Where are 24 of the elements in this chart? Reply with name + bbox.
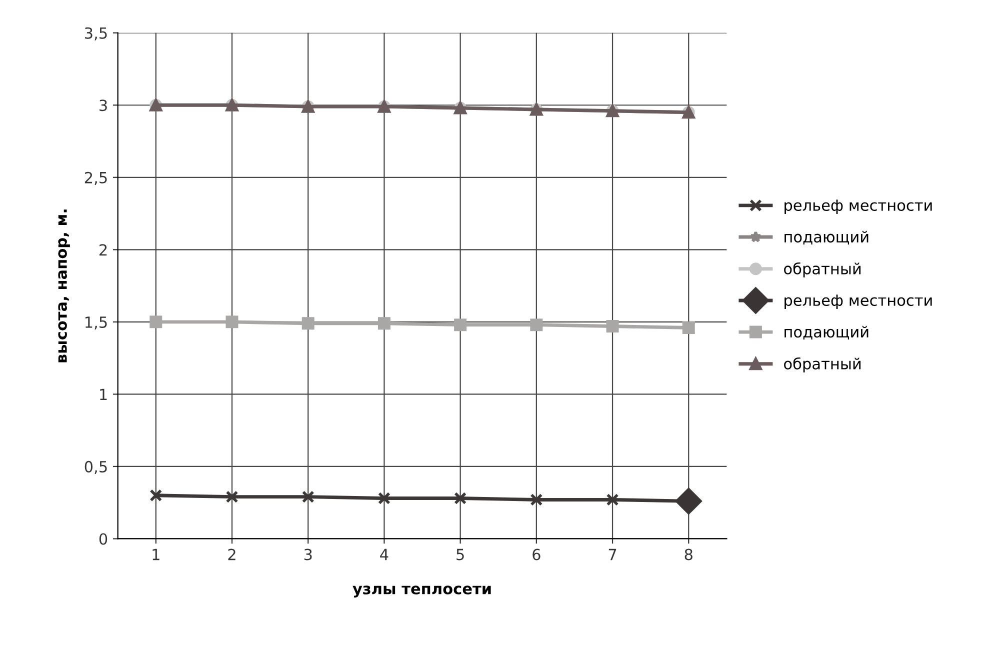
x-tick-label: 3 [304, 548, 312, 560]
y-tick-label: 1,5 [86, 316, 107, 330]
y-tick-label: 2 [100, 244, 107, 256]
x-tick-label: 1 [152, 548, 160, 560]
y-tick-label: 0 [99, 533, 108, 545]
y-tick-label: 3 [100, 100, 107, 112]
y-axis-title: высота, напор, м. [58, 210, 70, 362]
y-tick-label: 2,5 [84, 172, 107, 185]
y-tick-label: 1 [100, 388, 107, 400]
legend-label: обратный [784, 262, 861, 278]
legend-label: рельеф местности [784, 200, 932, 214]
x-tick-label: 5 [456, 548, 464, 560]
legend-label: рельеф местности [784, 294, 932, 309]
x-tick-label: 4 [380, 548, 388, 560]
x-axis-title: узлы теплосети [352, 586, 491, 598]
y-tick-label: 0,5 [84, 460, 107, 474]
legend-label: подающий [784, 230, 868, 244]
x-tick-label: 2 [228, 548, 236, 560]
x-tick-label: 6 [532, 548, 540, 560]
y-tick-label: 3,5 [84, 27, 107, 40]
legend-label: обратный [784, 357, 861, 372]
x-tick-label: 8 [684, 548, 692, 560]
legend-label: подающий [784, 326, 868, 340]
x-tick-label: 7 [608, 548, 616, 560]
